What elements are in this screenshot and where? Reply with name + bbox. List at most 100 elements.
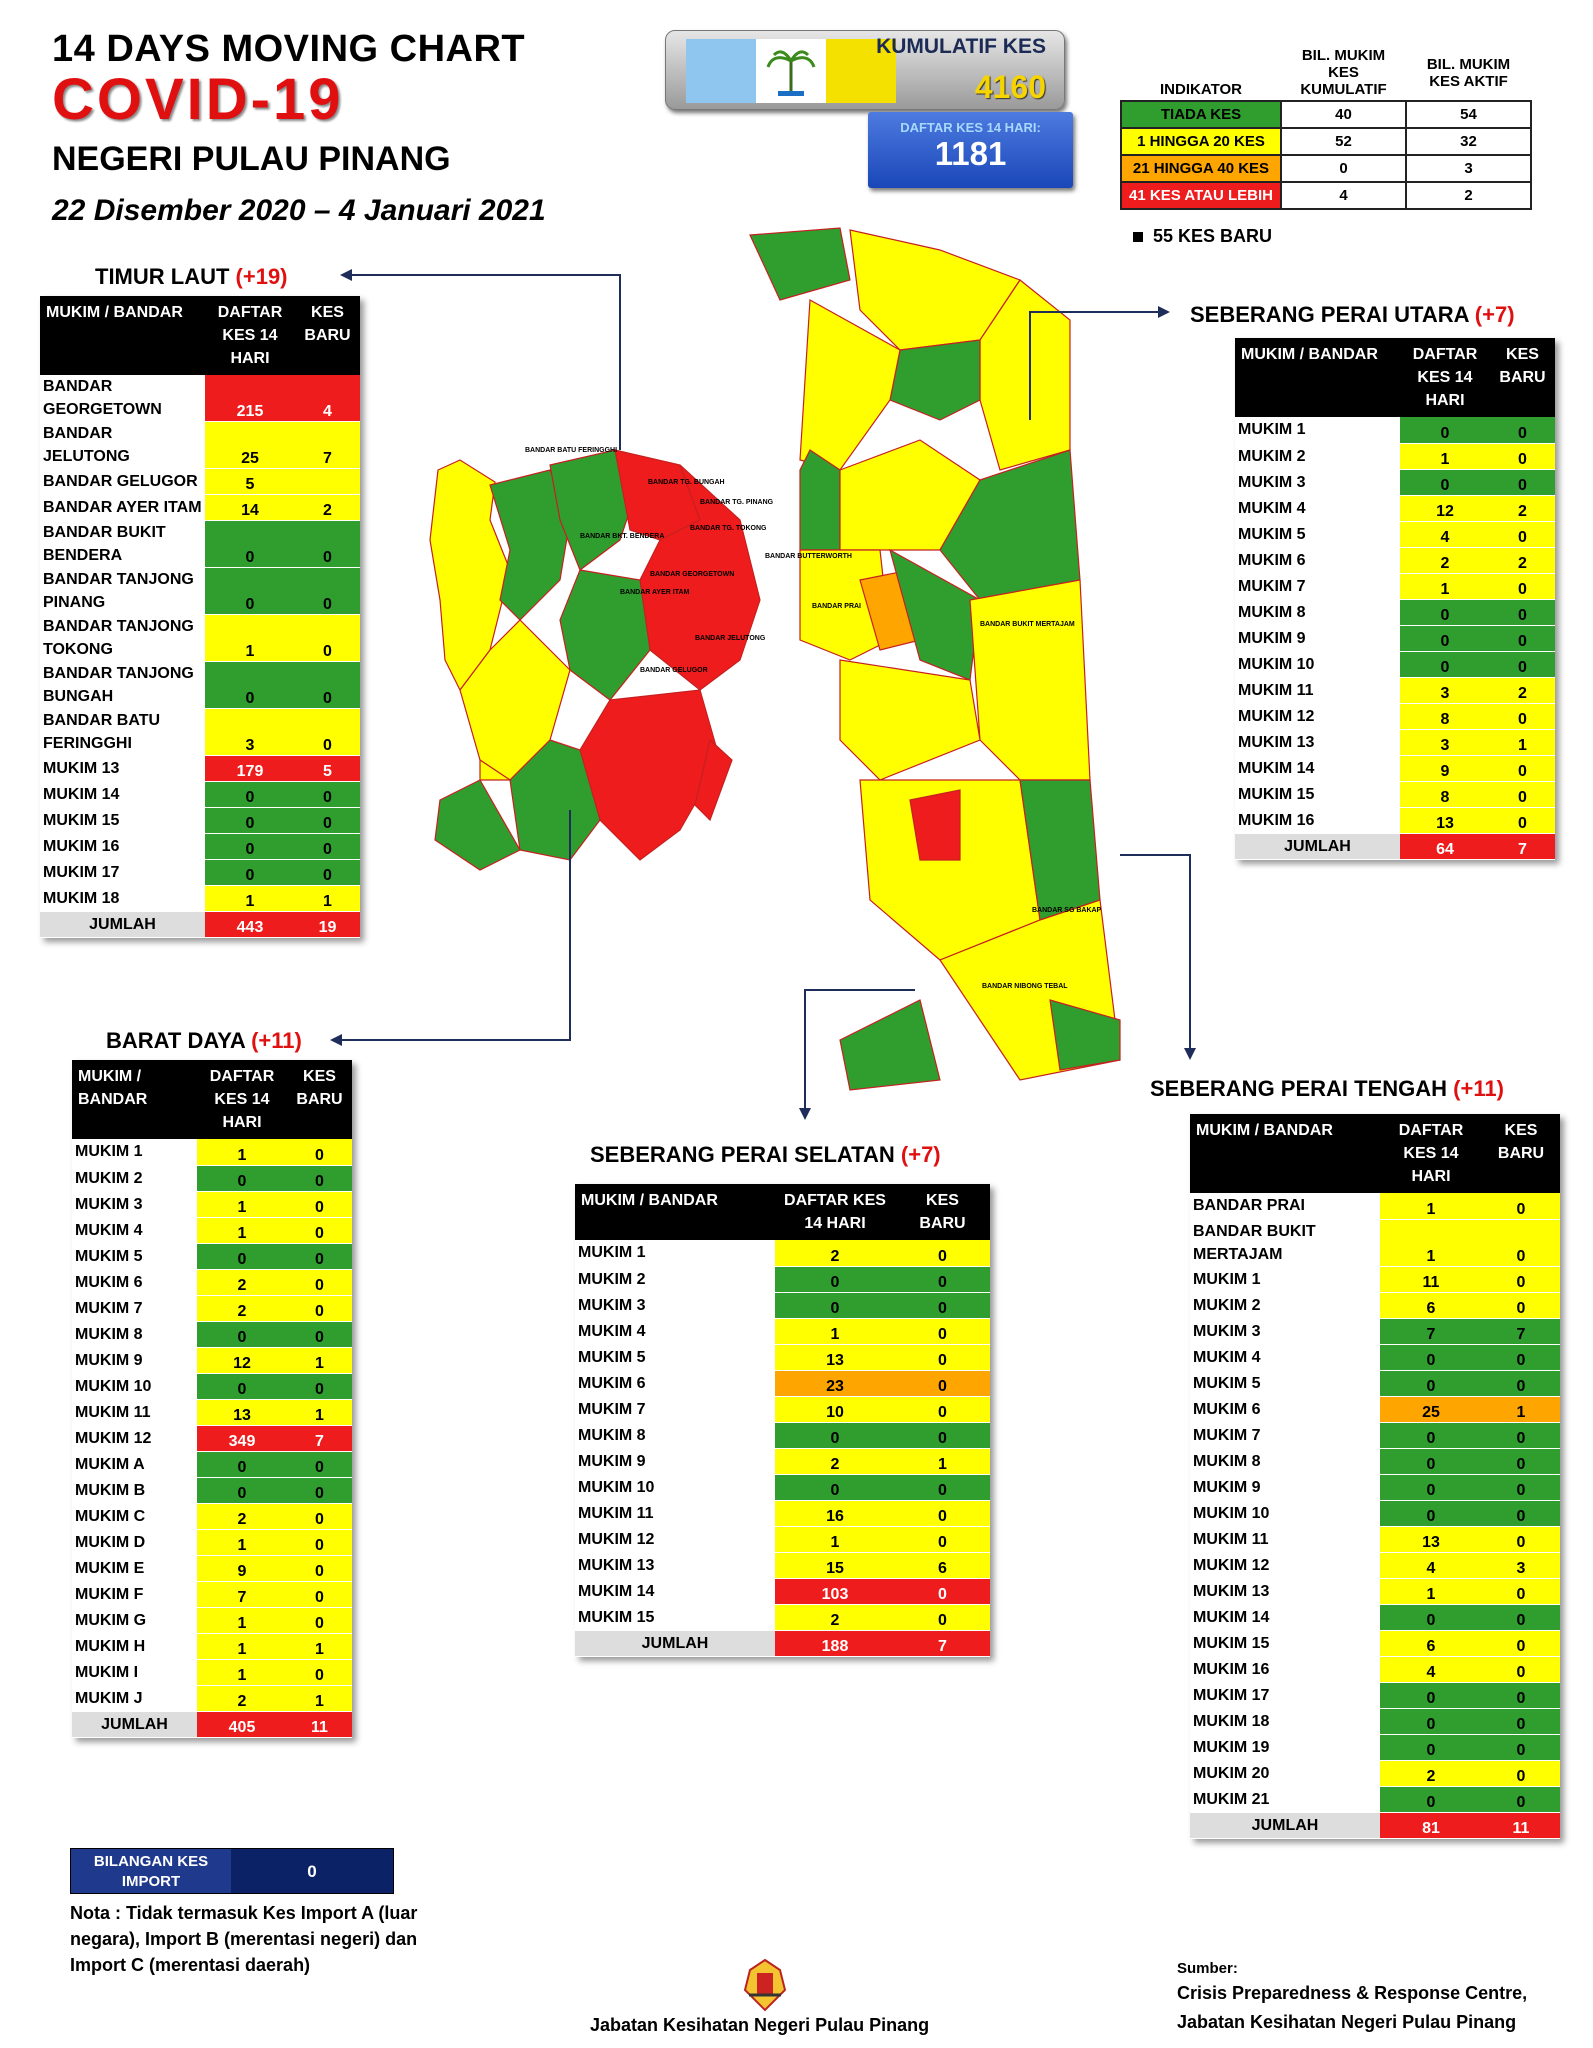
jata-negara-icon [743, 1958, 787, 2012]
table-row: MUKIM 20 2 0 [1190, 1760, 1560, 1787]
row-daftar: 2 [197, 1503, 287, 1530]
row-daftar: 4 [1380, 1552, 1482, 1579]
row-baru: 0 [295, 614, 360, 662]
row-name: MUKIM 11 [1190, 1526, 1380, 1553]
row-daftar: 3 [205, 708, 295, 756]
row-name: MUKIM 16 [40, 833, 205, 860]
row-name: MUKIM 7 [72, 1295, 197, 1322]
row-baru: 0 [295, 833, 360, 860]
map-label: BANDAR BUTTERWORTH [765, 553, 852, 560]
ind-h1: INDIKATOR [1160, 81, 1242, 98]
row-daftar: 2 [775, 1240, 895, 1267]
row-daftar: 1 [1380, 1219, 1482, 1267]
table-row: MUKIM 19 0 0 [1190, 1734, 1560, 1761]
row-daftar: 0 [205, 781, 295, 808]
row-baru: 0 [1490, 469, 1555, 496]
row-daftar: 8 [1400, 781, 1490, 808]
ind-h3: BIL. MUKIM KES AKTIF [1426, 55, 1511, 90]
row-name: MUKIM 3 [1235, 469, 1400, 496]
ind-kum: 0 [1280, 154, 1407, 183]
row-baru: 0 [295, 520, 360, 568]
row-name: MUKIM 1 [1235, 417, 1400, 444]
row-name: MUKIM 2 [1235, 443, 1400, 470]
row-name: MUKIM 6 [72, 1269, 197, 1296]
row-name: MUKIM 10 [575, 1474, 775, 1501]
row-daftar: 1 [197, 1607, 287, 1634]
row-name: MUKIM 8 [575, 1422, 775, 1449]
row-baru: 0 [287, 1477, 352, 1504]
table-row: BANDAR PRAI 1 0 [1190, 1193, 1560, 1220]
table-row: BANDAR AYER ITAM 14 2 [40, 494, 360, 521]
row-name: MUKIM 1 [575, 1240, 775, 1267]
table-row: BANDAR TANJONG BUNGAH 0 0 [40, 661, 360, 709]
table-row: MUKIM 1 11 0 [1190, 1266, 1560, 1293]
row-daftar: 0 [197, 1373, 287, 1400]
row-daftar: 0 [1380, 1448, 1482, 1475]
col-daftar: DAFTAR KES 14 HARI [1400, 338, 1490, 417]
row-daftar: 12 [1400, 495, 1490, 522]
map-label: BANDAR BATU FERINGGHI [525, 447, 617, 454]
row-baru: 0 [295, 708, 360, 756]
row-daftar: 1 [197, 1633, 287, 1660]
table-row: MUKIM 15 6 0 [1190, 1630, 1560, 1657]
daftar14-box: DAFTAR KES 14 HARI: 1181 [868, 112, 1073, 188]
row-name: MUKIM 8 [1235, 599, 1400, 626]
table-row: MUKIM 17 0 0 [1190, 1682, 1560, 1709]
row-name: MUKIM 10 [1190, 1500, 1380, 1527]
row-baru: 0 [287, 1581, 352, 1608]
map-label: BANDAR BKT. BENDERA [580, 533, 664, 540]
row-baru: 0 [895, 1500, 990, 1527]
row-daftar: 0 [775, 1292, 895, 1319]
row-daftar: 0 [1380, 1500, 1482, 1527]
row-baru: 0 [1490, 755, 1555, 782]
row-name: MUKIM 14 [40, 781, 205, 808]
row-daftar: 0 [1400, 417, 1490, 444]
table-row: MUKIM 16 4 0 [1190, 1656, 1560, 1683]
row-baru: 0 [1490, 807, 1555, 834]
row-baru: 0 [1482, 1682, 1560, 1709]
total-row: JUMLAH 405 11 [72, 1711, 352, 1738]
row-daftar: 9 [197, 1555, 287, 1582]
map-label: BANDAR TG. PINANG [700, 499, 774, 506]
col-mukim: MUKIM / BANDAR [40, 296, 205, 375]
table-row: BANDAR GELUGOR 5 [40, 468, 360, 495]
row-baru: 7 [295, 421, 360, 469]
row-name: JUMLAH [72, 1711, 197, 1738]
table-row: MUKIM 12 349 7 [72, 1425, 352, 1452]
row-daftar: 1 [205, 885, 295, 912]
total-row: JUMLAH 188 7 [575, 1630, 990, 1657]
row-name: MUKIM 1 [1190, 1266, 1380, 1293]
row-daftar: 0 [775, 1266, 895, 1293]
ind-kum: 40 [1280, 100, 1407, 129]
row-daftar: 1 [1380, 1578, 1482, 1605]
footer-source1: Crisis Preparedness & Response Centre, [1177, 1983, 1528, 2003]
row-daftar: 13 [775, 1344, 895, 1371]
seberang-perai [749, 227, 1121, 1091]
map-label: BANDAR PRAI [812, 603, 861, 610]
row-baru: 0 [895, 1422, 990, 1449]
col-baru: KES BARU [295, 296, 360, 375]
col-baru: KES BARU [287, 1060, 352, 1139]
row-name: MUKIM 14 [1235, 755, 1400, 782]
penang-flag-icon [686, 39, 896, 103]
table-row: MUKIM 10 0 0 [575, 1474, 990, 1501]
row-daftar: 0 [205, 661, 295, 709]
row-baru: 0 [287, 1321, 352, 1348]
row-name: MUKIM 3 [575, 1292, 775, 1319]
row-baru: 0 [1482, 1604, 1560, 1631]
table-row: MUKIM 6 23 0 [575, 1370, 990, 1397]
row-daftar: 0 [1380, 1786, 1482, 1813]
row-baru: 0 [1482, 1630, 1560, 1657]
row-daftar: 13 [1380, 1526, 1482, 1553]
